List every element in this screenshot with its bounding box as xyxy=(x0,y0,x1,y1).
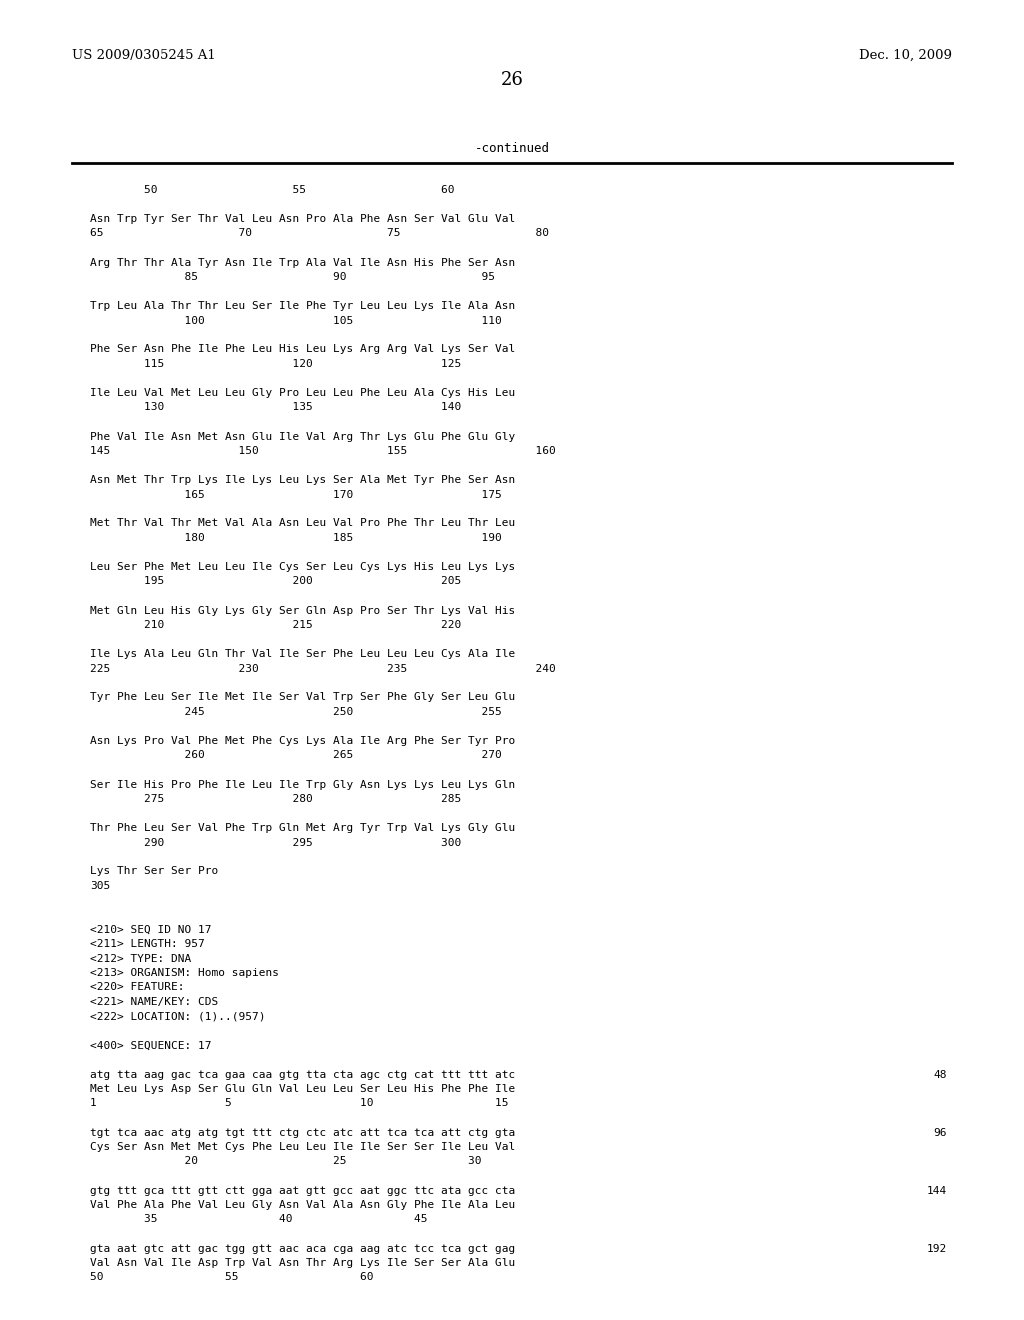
Text: Tyr Phe Leu Ser Ile Met Ile Ser Val Trp Ser Phe Gly Ser Leu Glu: Tyr Phe Leu Ser Ile Met Ile Ser Val Trp … xyxy=(90,693,515,702)
Text: <400> SEQUENCE: 17: <400> SEQUENCE: 17 xyxy=(90,1040,212,1051)
Text: Asn Lys Pro Val Phe Met Phe Cys Lys Ala Ile Arg Phe Ser Tyr Pro: Asn Lys Pro Val Phe Met Phe Cys Lys Ala … xyxy=(90,737,515,746)
Text: <210> SEQ ID NO 17: <210> SEQ ID NO 17 xyxy=(90,924,212,935)
Text: 145                   150                   155                   160: 145 150 155 160 xyxy=(90,446,556,455)
Text: 195                   200                   205: 195 200 205 xyxy=(90,577,461,586)
Text: 100                   105                   110: 100 105 110 xyxy=(90,315,502,326)
Text: <222> LOCATION: (1)..(957): <222> LOCATION: (1)..(957) xyxy=(90,1011,265,1022)
Text: gtg ttt gca ttt gtt ctt gga aat gtt gcc aat ggc ttc ata gcc cta: gtg ttt gca ttt gtt ctt gga aat gtt gcc … xyxy=(90,1185,515,1196)
Text: gta aat gtc att gac tgg gtt aac aca cga aag atc tcc tca gct gag: gta aat gtc att gac tgg gtt aac aca cga … xyxy=(90,1243,515,1254)
Text: Trp Leu Ala Thr Thr Leu Ser Ile Phe Tyr Leu Leu Lys Ile Ala Asn: Trp Leu Ala Thr Thr Leu Ser Ile Phe Tyr … xyxy=(90,301,515,312)
Text: 130                   135                   140: 130 135 140 xyxy=(90,403,461,412)
Text: Ile Leu Val Met Leu Leu Gly Pro Leu Leu Phe Leu Ala Cys His Leu: Ile Leu Val Met Leu Leu Gly Pro Leu Leu … xyxy=(90,388,515,399)
Text: Thr Phe Leu Ser Val Phe Trp Gln Met Arg Tyr Trp Val Lys Gly Glu: Thr Phe Leu Ser Val Phe Trp Gln Met Arg … xyxy=(90,822,515,833)
Text: 1                   5                   10                  15: 1 5 10 15 xyxy=(90,1098,509,1109)
Text: <212> TYPE: DNA: <212> TYPE: DNA xyxy=(90,953,191,964)
Text: 225                   230                   235                   240: 225 230 235 240 xyxy=(90,664,556,673)
Text: Dec. 10, 2009: Dec. 10, 2009 xyxy=(859,49,952,62)
Text: 245                   250                   255: 245 250 255 xyxy=(90,708,502,717)
Text: Asn Met Thr Trp Lys Ile Lys Leu Lys Ser Ala Met Tyr Phe Ser Asn: Asn Met Thr Trp Lys Ile Lys Leu Lys Ser … xyxy=(90,475,515,484)
Text: 275                   280                   285: 275 280 285 xyxy=(90,795,461,804)
Text: 96: 96 xyxy=(934,1127,947,1138)
Text: 50                    55                    60: 50 55 60 xyxy=(90,185,455,195)
Text: atg tta aag gac tca gaa caa gtg tta cta agc ctg cat ttt ttt atc: atg tta aag gac tca gaa caa gtg tta cta … xyxy=(90,1069,515,1080)
Text: Phe Ser Asn Phe Ile Phe Leu His Leu Lys Arg Arg Val Lys Ser Val: Phe Ser Asn Phe Ile Phe Leu His Leu Lys … xyxy=(90,345,515,355)
Text: Leu Ser Phe Met Leu Leu Ile Cys Ser Leu Cys Lys His Leu Lys Lys: Leu Ser Phe Met Leu Leu Ile Cys Ser Leu … xyxy=(90,562,515,572)
Text: 115                   120                   125: 115 120 125 xyxy=(90,359,461,370)
Text: Val Asn Val Ile Asp Trp Val Asn Thr Arg Lys Ile Ser Ser Ala Glu: Val Asn Val Ile Asp Trp Val Asn Thr Arg … xyxy=(90,1258,515,1269)
Text: <213> ORGANISM: Homo sapiens: <213> ORGANISM: Homo sapiens xyxy=(90,968,279,978)
Text: US 2009/0305245 A1: US 2009/0305245 A1 xyxy=(72,49,216,62)
Text: Ser Ile His Pro Phe Ile Leu Ile Trp Gly Asn Lys Lys Leu Lys Gln: Ser Ile His Pro Phe Ile Leu Ile Trp Gly … xyxy=(90,780,515,789)
Text: 180                   185                   190: 180 185 190 xyxy=(90,533,502,543)
Text: Ile Lys Ala Leu Gln Thr Val Ile Ser Phe Leu Leu Leu Cys Ala Ile: Ile Lys Ala Leu Gln Thr Val Ile Ser Phe … xyxy=(90,649,515,659)
Text: Met Gln Leu His Gly Lys Gly Ser Gln Asp Pro Ser Thr Lys Val His: Met Gln Leu His Gly Lys Gly Ser Gln Asp … xyxy=(90,606,515,615)
Text: Val Phe Ala Phe Val Leu Gly Asn Val Ala Asn Gly Phe Ile Ala Leu: Val Phe Ala Phe Val Leu Gly Asn Val Ala … xyxy=(90,1200,515,1210)
Text: 165                   170                   175: 165 170 175 xyxy=(90,490,502,499)
Text: 20                    25                  30: 20 25 30 xyxy=(90,1156,481,1167)
Text: Cys Ser Asn Met Met Cys Phe Leu Leu Ile Ile Ser Ser Ile Leu Val: Cys Ser Asn Met Met Cys Phe Leu Leu Ile … xyxy=(90,1142,515,1152)
Text: Phe Val Ile Asn Met Asn Glu Ile Val Arg Thr Lys Glu Phe Glu Gly: Phe Val Ile Asn Met Asn Glu Ile Val Arg … xyxy=(90,432,515,441)
Text: 260                   265                   270: 260 265 270 xyxy=(90,751,502,760)
Text: Arg Thr Thr Ala Tyr Asn Ile Trp Ala Val Ile Asn His Phe Ser Asn: Arg Thr Thr Ala Tyr Asn Ile Trp Ala Val … xyxy=(90,257,515,268)
Text: 290                   295                   300: 290 295 300 xyxy=(90,837,461,847)
Text: <220> FEATURE:: <220> FEATURE: xyxy=(90,982,184,993)
Text: tgt tca aac atg atg tgt ttt ctg ctc atc att tca tca att ctg gta: tgt tca aac atg atg tgt ttt ctg ctc atc … xyxy=(90,1127,515,1138)
Text: <211> LENGTH: 957: <211> LENGTH: 957 xyxy=(90,939,205,949)
Text: 48: 48 xyxy=(934,1069,947,1080)
Text: 35                  40                  45: 35 40 45 xyxy=(90,1214,427,1225)
Text: 50                  55                  60: 50 55 60 xyxy=(90,1272,374,1283)
Text: 26: 26 xyxy=(501,71,523,88)
Text: Lys Thr Ser Ser Pro: Lys Thr Ser Ser Pro xyxy=(90,866,218,876)
Text: 144: 144 xyxy=(927,1185,947,1196)
Text: <221> NAME/KEY: CDS: <221> NAME/KEY: CDS xyxy=(90,997,218,1007)
Text: Met Thr Val Thr Met Val Ala Asn Leu Val Pro Phe Thr Leu Thr Leu: Met Thr Val Thr Met Val Ala Asn Leu Val … xyxy=(90,519,515,528)
Text: 210                   215                   220: 210 215 220 xyxy=(90,620,461,630)
Text: 192: 192 xyxy=(927,1243,947,1254)
Text: 65                    70                    75                    80: 65 70 75 80 xyxy=(90,228,549,239)
Text: Met Leu Lys Asp Ser Glu Gln Val Leu Leu Ser Leu His Phe Phe Ile: Met Leu Lys Asp Ser Glu Gln Val Leu Leu … xyxy=(90,1084,515,1094)
Text: Asn Trp Tyr Ser Thr Val Leu Asn Pro Ala Phe Asn Ser Val Glu Val: Asn Trp Tyr Ser Thr Val Leu Asn Pro Ala … xyxy=(90,214,515,224)
Text: 305: 305 xyxy=(90,880,111,891)
Text: 85                    90                    95: 85 90 95 xyxy=(90,272,495,282)
Text: -continued: -continued xyxy=(474,141,550,154)
